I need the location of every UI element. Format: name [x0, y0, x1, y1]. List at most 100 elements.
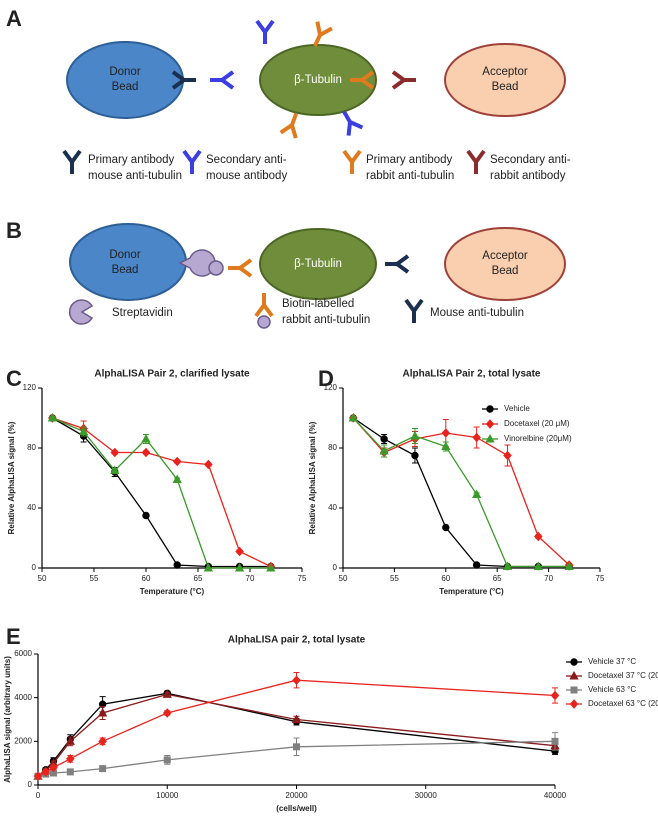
point: [65, 736, 75, 745]
x-tick-label: 50: [339, 574, 348, 583]
point: [410, 430, 420, 440]
point: [47, 412, 58, 422]
tubulin: [259, 228, 377, 300]
series-line: [37, 679, 556, 777]
point: [442, 523, 450, 532]
label-line: rabbit anti-tubulin: [366, 170, 454, 182]
label-line: Bead: [112, 81, 139, 93]
panel-letter: D: [318, 366, 334, 391]
point: [441, 441, 451, 450]
point: [97, 707, 108, 717]
point: [471, 489, 482, 498]
label-line: Secondary anti-: [490, 154, 571, 166]
x-axis-label: (cells/well): [276, 804, 317, 813]
chart-title: AlphaLISA pair 2, total lysate: [228, 635, 366, 646]
point: [41, 767, 51, 777]
legend-marker: [485, 419, 495, 429]
point: [380, 435, 388, 443]
point: [142, 511, 150, 520]
label-line: rabbit antibody: [490, 170, 566, 182]
x-tick-label: 40000: [544, 791, 567, 800]
label-line: Donor: [109, 66, 140, 78]
charts: C AlphaLISA Pair 2, clarified lysate 0 40 80…: [3, 366, 658, 813]
point: [33, 771, 43, 782]
legend-text: Primary antibody mouse anti-tubulin: [88, 154, 182, 182]
point: [411, 451, 419, 460]
label-line: Donor: [109, 249, 140, 261]
point: [564, 561, 574, 570]
label-line: Acceptor: [482, 66, 528, 78]
point: [291, 714, 302, 723]
point: [234, 562, 245, 572]
legend-text: Secondary anti-rabbit antibody: [490, 154, 571, 182]
point: [292, 675, 301, 685]
x-tick-label: 20000: [285, 791, 308, 800]
x-tick-label: 65: [493, 574, 502, 583]
point: [293, 743, 300, 751]
acceptor-label: Acceptor Bead: [482, 250, 528, 277]
legend-marker: [569, 699, 579, 709]
point: [550, 690, 560, 701]
x-axis-label: Temperature (°C): [439, 587, 504, 596]
chart-title: AlphaLISA Pair 2, total lysate: [402, 369, 540, 380]
label-line: mouse antibody: [206, 170, 287, 182]
label-line: Biotin-labelled: [282, 298, 354, 310]
point: [472, 561, 481, 569]
label-line: Primary antibody: [88, 154, 175, 166]
point: [98, 736, 107, 747]
y-tick-label: 40: [27, 503, 36, 512]
y-axis-label: Relative AlphaLISA signal (%): [7, 421, 16, 534]
label-line: mouse anti-tubulin: [88, 170, 182, 182]
x-tick-label: 55: [90, 574, 99, 583]
point: [502, 561, 513, 570]
legend-b: Streptavidin Biotin-labelled rabbit anti-…: [68, 291, 524, 329]
y-axis-label: AlphaLISA signal (arbitrary units): [3, 656, 12, 783]
label-line: Acceptor: [482, 250, 528, 262]
x-tick-label: 0: [36, 791, 41, 800]
label-line: Bead: [492, 265, 519, 277]
point: [110, 465, 120, 474]
acceptor-bead: [444, 227, 566, 301]
legend-text: Streptavidin: [112, 307, 173, 319]
legend-label: Docetaxel (20 μM): [504, 419, 570, 428]
tubulin: [259, 44, 377, 116]
y-tick-label: 6000: [14, 649, 32, 658]
y-tick-label: 0: [32, 563, 37, 572]
legend-label: Vehicle 63 °C: [588, 685, 636, 694]
tubulin-label: β-Tubulin: [294, 258, 342, 270]
series-line: [52, 417, 271, 568]
y-tick-label: 120: [324, 383, 338, 392]
point: [503, 450, 512, 461]
mouse-antibody: [383, 254, 410, 274]
chart-title: AlphaLISA Pair 2, clarified lysate: [94, 369, 250, 380]
x-tick-label: 70: [544, 574, 553, 583]
point: [472, 432, 481, 443]
panel-letter: E: [6, 624, 21, 649]
point: [172, 474, 182, 483]
legend-label: Docetaxel 63 °C (20 μM): [588, 699, 658, 708]
point: [348, 412, 358, 422]
acceptor-label: Acceptor Bead: [482, 66, 528, 93]
legend-label: Vinorelbine (20μM): [504, 434, 572, 443]
y-tick-label: 4000: [14, 693, 32, 702]
legend-text: Biotin-labelled rabbit anti-tubulin: [282, 298, 370, 326]
panel-letter: B: [6, 218, 22, 243]
legend-label: Vehicle 37 °C: [588, 657, 636, 666]
point: [66, 754, 75, 764]
point: [551, 737, 559, 745]
point: [162, 689, 172, 698]
label-line: Bead: [112, 264, 139, 276]
legend-text: Mouse anti-tubulin: [430, 307, 524, 319]
biotin: [208, 260, 224, 276]
point: [49, 762, 58, 773]
point: [141, 447, 151, 458]
series-line: [352, 417, 570, 566]
point: [266, 562, 276, 572]
point: [141, 433, 151, 443]
panel-letter: C: [6, 366, 22, 391]
rabbit-antibody: [226, 258, 253, 278]
y-tick-label: 0: [333, 563, 338, 572]
legend-marker: [570, 658, 578, 666]
y-tick-label: 120: [23, 383, 37, 392]
donor-label: Donor Bead: [109, 66, 140, 93]
